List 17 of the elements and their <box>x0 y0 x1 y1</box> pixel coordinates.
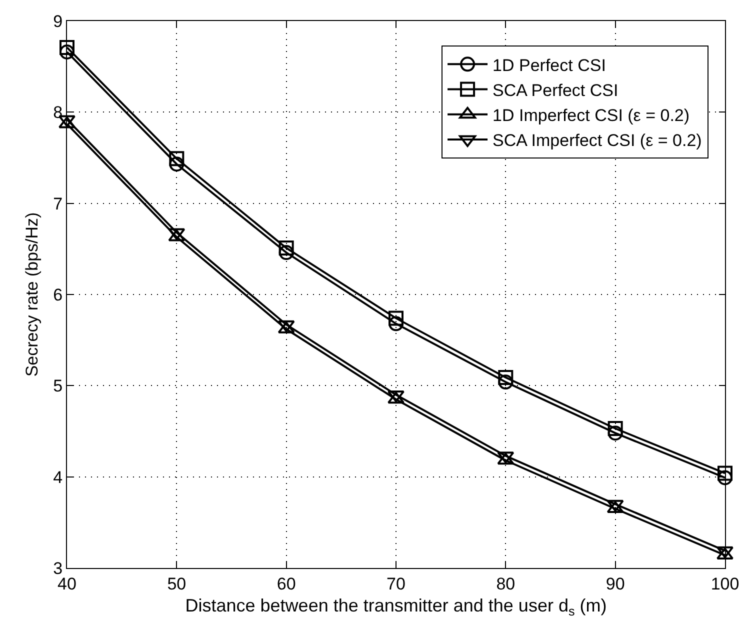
y-tick-label: 9 <box>53 12 63 31</box>
legend-label: SCA Perfect CSI <box>492 80 618 100</box>
y-tick-label: 4 <box>53 468 63 487</box>
x-tick-label: 100 <box>710 574 740 594</box>
x-tick-label: 90 <box>606 574 625 594</box>
y-tick-label: 7 <box>53 194 63 214</box>
x-tick-label: 70 <box>386 574 406 594</box>
legend-label: 1D Imperfect CSI (ε = 0.2) <box>492 106 690 125</box>
y-tick-label: 6 <box>53 285 63 304</box>
x-tick-label: 50 <box>167 574 186 594</box>
x-tick-label: 80 <box>496 574 516 594</box>
legend-label: 1D Perfect CSI <box>492 56 606 75</box>
y-tick-label: 5 <box>53 376 63 396</box>
x-tick-label: 60 <box>276 574 296 594</box>
x-axis-title: Distance between the transmitter and the user d$_{s}$ (m) <box>185 596 607 618</box>
legend-label: SCA Imperfect CSI (ε = 0.2) <box>492 131 702 150</box>
y-axis-title: Secrecy rate (bps/Hz) <box>22 212 42 377</box>
